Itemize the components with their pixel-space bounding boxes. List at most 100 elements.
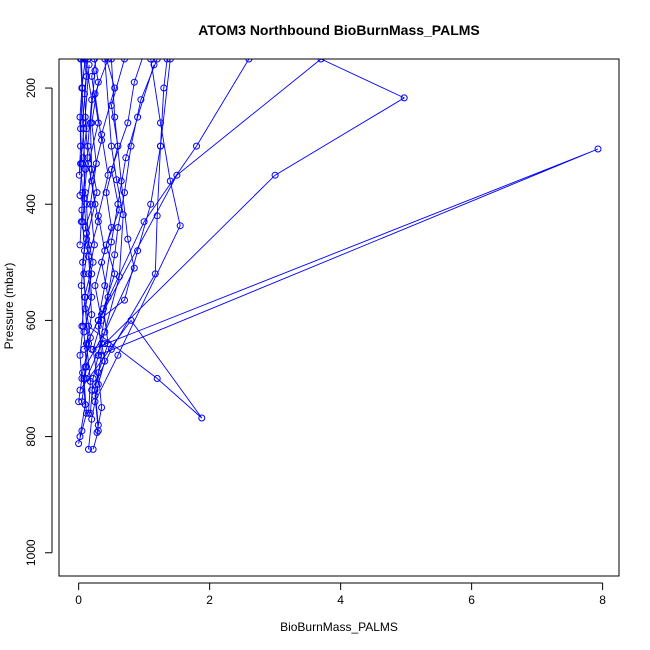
data-point <box>88 177 96 185</box>
series-line <box>79 59 86 245</box>
plot-area <box>75 39 602 453</box>
data-point <box>98 311 106 319</box>
x-tick-label: 6 <box>468 593 475 607</box>
data-point <box>94 218 102 226</box>
data-point <box>107 238 115 246</box>
data-point <box>98 258 106 266</box>
data-point <box>153 375 161 382</box>
x-tick-label: 0 <box>75 593 82 607</box>
data-point <box>76 192 84 199</box>
data-point <box>317 59 325 63</box>
data-point <box>94 78 102 86</box>
data-point <box>76 241 84 249</box>
data-point <box>107 59 115 63</box>
data-point <box>121 189 128 197</box>
data-point <box>147 59 155 63</box>
data-point <box>94 421 102 429</box>
data-point <box>93 429 101 436</box>
data-point <box>86 409 94 417</box>
data-point <box>594 145 602 153</box>
series-11 <box>86 59 161 417</box>
data-point <box>91 282 99 290</box>
data-point <box>130 264 138 272</box>
data-point <box>75 398 83 406</box>
data-point <box>81 165 89 173</box>
data-point <box>140 218 148 226</box>
data-point <box>94 316 102 324</box>
series-24 <box>76 59 87 199</box>
data-point <box>85 253 92 260</box>
series-line <box>86 59 99 414</box>
data-point <box>79 84 87 92</box>
data-point <box>114 224 122 231</box>
data-point <box>114 351 122 359</box>
data-point <box>85 409 92 417</box>
y-tick-label: 200 <box>24 78 38 98</box>
series-line <box>88 59 116 450</box>
data-point <box>271 171 279 179</box>
data-point <box>101 282 109 290</box>
data-point <box>85 445 92 453</box>
y-tick-label: 1000 <box>24 539 38 566</box>
data-point <box>88 345 96 353</box>
data-point <box>76 351 84 359</box>
data-point <box>102 50 108 56</box>
data-point <box>198 414 206 422</box>
data-point <box>157 119 164 127</box>
data-point <box>85 270 92 278</box>
data-point <box>104 59 112 63</box>
data-point <box>89 258 97 266</box>
data-point <box>130 78 138 86</box>
data-point <box>160 84 168 92</box>
data-point <box>102 241 110 249</box>
data-point <box>98 340 106 348</box>
data-point <box>98 136 106 144</box>
data-point <box>124 235 132 243</box>
data-point <box>117 177 125 185</box>
x-axis-label: BioBurnMass_PALMS <box>280 620 398 634</box>
series-18 <box>94 59 253 324</box>
data-point <box>79 322 87 330</box>
plot-frame <box>58 58 620 577</box>
data-point <box>86 377 94 385</box>
data-point <box>119 211 127 219</box>
data-point <box>163 59 171 63</box>
series-line <box>79 319 203 419</box>
data-point <box>84 59 92 63</box>
data-point <box>127 142 135 150</box>
data-point <box>122 154 130 162</box>
y-tick-label: 600 <box>24 310 38 330</box>
data-point <box>80 59 88 63</box>
data-point <box>76 433 84 441</box>
data-point <box>147 200 155 208</box>
data-point <box>90 241 98 249</box>
series-line <box>101 59 406 344</box>
data-point <box>75 171 83 179</box>
data-point <box>124 119 132 127</box>
data-point <box>90 59 98 63</box>
data-point <box>107 165 115 173</box>
data-point <box>91 398 99 406</box>
data-point <box>99 39 105 45</box>
data-point <box>79 218 87 226</box>
data-point <box>78 160 86 168</box>
data-point <box>88 386 96 394</box>
series-line <box>79 59 84 196</box>
series-20 <box>88 145 602 359</box>
data-point <box>104 171 112 179</box>
data-point <box>101 340 109 348</box>
data-point <box>153 212 161 220</box>
data-point <box>77 125 85 133</box>
data-point <box>157 142 164 150</box>
data-point <box>81 113 89 121</box>
data-point <box>81 189 89 197</box>
data-point <box>94 351 102 359</box>
data-point <box>121 59 128 63</box>
data-point <box>85 322 92 330</box>
data-point <box>75 440 83 448</box>
axes: 0 2 4 6 8 200 400 600 800 1000 <box>24 78 606 607</box>
data-point <box>88 96 96 104</box>
data-point <box>400 94 408 102</box>
data-point <box>81 363 89 371</box>
